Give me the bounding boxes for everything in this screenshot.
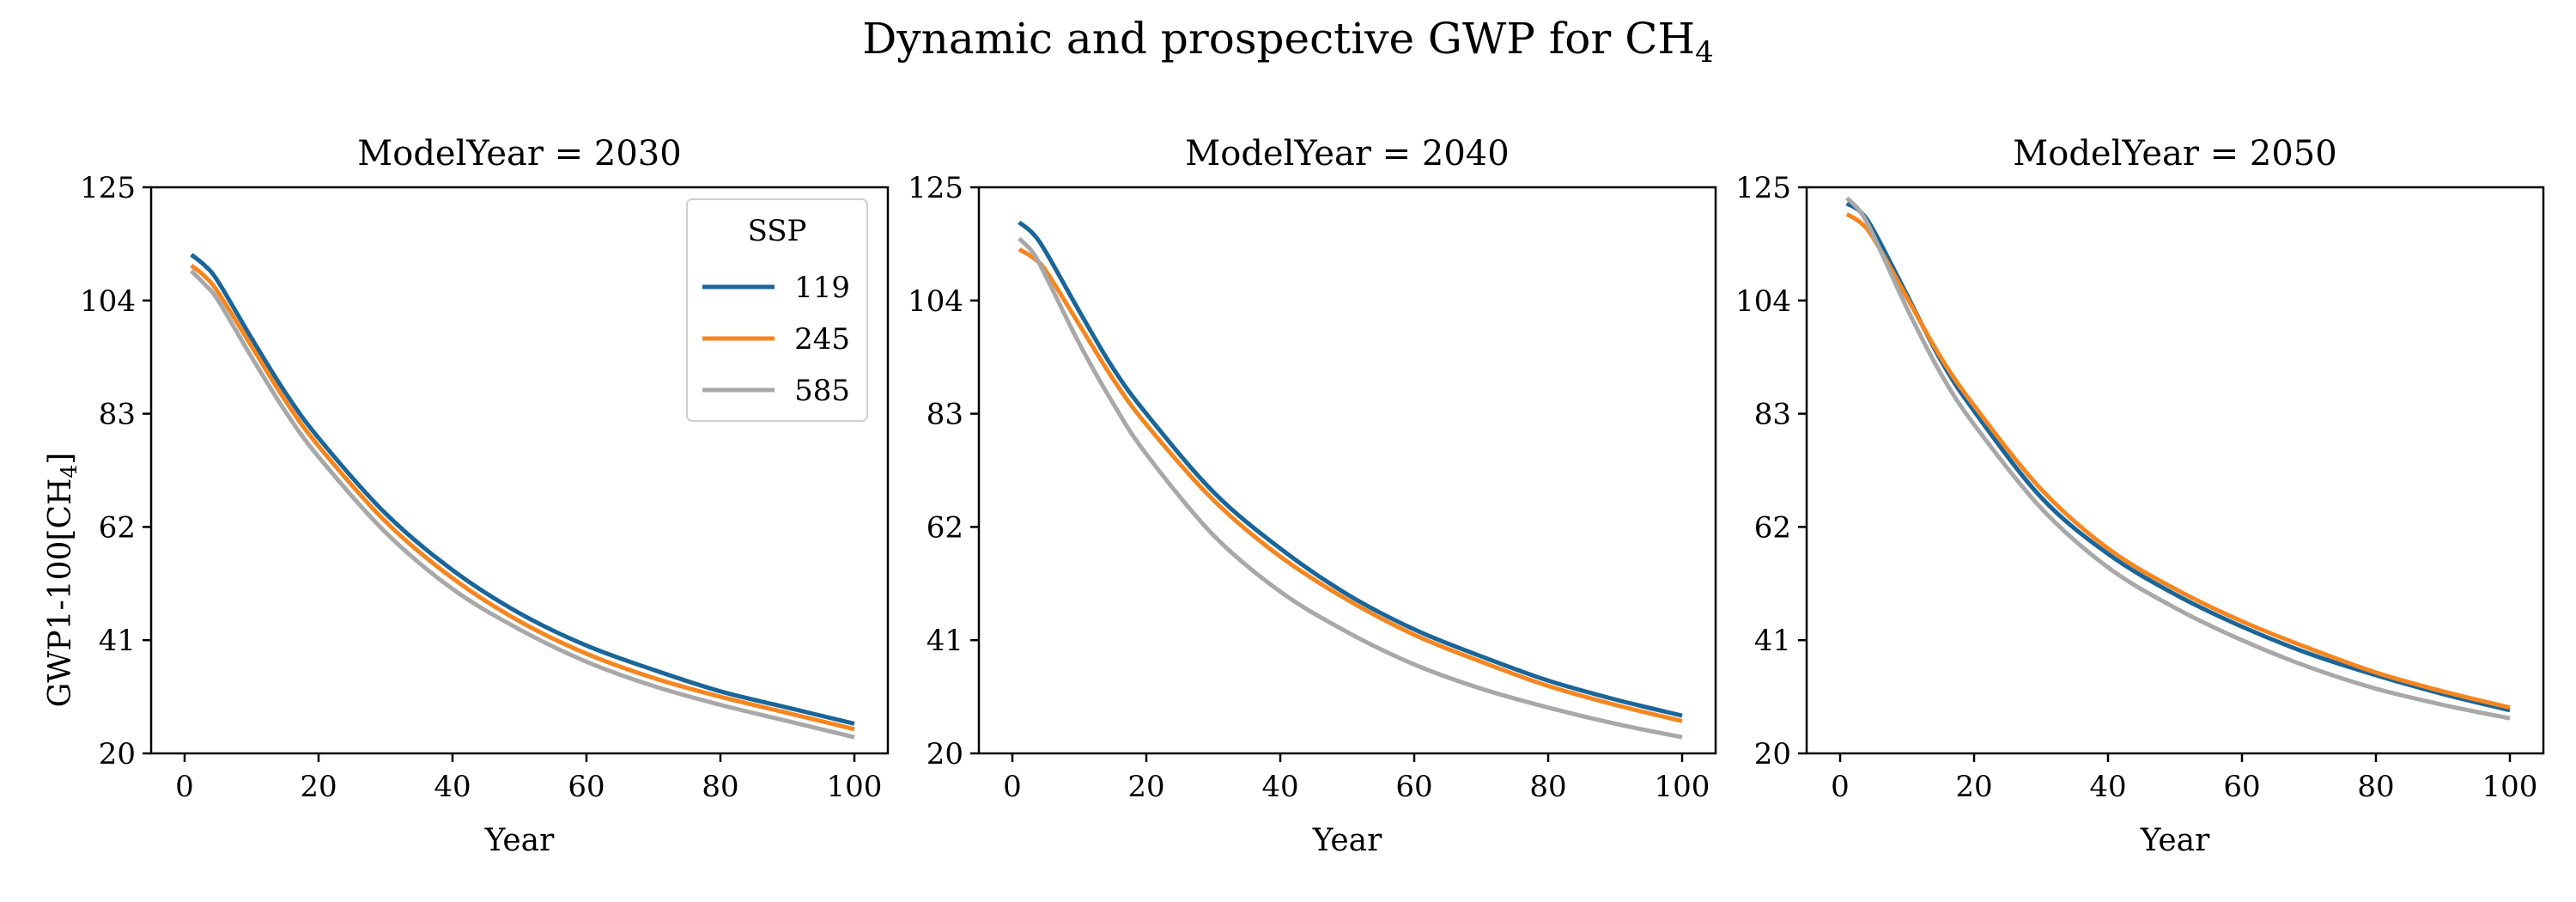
x-tick-label: 100: [1655, 770, 1710, 804]
figure-title: Dynamic and prospective GWP for CH4: [862, 14, 1713, 70]
chart-panel-3: ModelYear = 2050 0 20 40 60 80 100 20 41 62 83 104 1…: [1735, 134, 2545, 858]
x-tick-label: 100: [827, 770, 883, 804]
figure-title-main: Dynamic and prospective GWP for CH: [862, 14, 1695, 64]
x-tick-label: 80: [702, 770, 738, 804]
y-tick-label: 125: [908, 171, 963, 205]
y-tick-label: 20: [99, 737, 136, 771]
y-axis-label: GWP1-100[CH4]: [43, 453, 82, 708]
series-lines: [1845, 196, 2511, 721]
y-tick-label: 62: [99, 510, 136, 545]
legend-title: SSP: [748, 214, 807, 248]
series-lines: [1018, 220, 1683, 740]
x-tick-label: 100: [2482, 770, 2538, 804]
y-tick-label: 104: [80, 284, 136, 319]
series-lines: [190, 253, 855, 740]
y-tick-label: 41: [99, 624, 136, 658]
y-tick-label: 20: [927, 737, 963, 771]
x-tick-label: 80: [1529, 770, 1566, 804]
x-tick-label: 60: [568, 770, 605, 804]
y-tick-label: 125: [80, 171, 136, 205]
x-axis-label: Year: [484, 823, 555, 858]
x-tick-label: 80: [2357, 770, 2394, 804]
series-line-585: [190, 269, 855, 740]
y-tick-label: 83: [99, 398, 136, 432]
y-tick-label: 83: [1754, 398, 1791, 432]
panel-title: ModelYear = 2030: [357, 134, 681, 174]
legend: SSP 119 245 585: [686, 198, 868, 422]
x-tick-label: 0: [1831, 770, 1850, 804]
y-tick-label: 41: [1754, 624, 1791, 658]
x-axis-label: Year: [2140, 823, 2210, 858]
y-tick-label: 104: [908, 284, 963, 319]
series-line-119: [1018, 220, 1683, 718]
y-tick-label: 20: [1754, 737, 1791, 771]
legend-box: [686, 198, 868, 422]
x-tick-label: 40: [1261, 770, 1298, 804]
x-tick-label: 0: [1003, 770, 1022, 804]
y-tick-label: 41: [927, 624, 963, 658]
axes-frame: [149, 186, 890, 755]
panel-title: ModelYear = 2050: [2013, 134, 2336, 174]
y-tick-label: 83: [927, 398, 963, 432]
chart-panel-1: ModelYear = 2030 0 20 40 60 80 100 20 41 62 83 104 1…: [80, 134, 890, 858]
y-axis-label-main: GWP1-100[CH: [43, 478, 78, 708]
series-line-245: [190, 264, 855, 732]
series-line-585: [1845, 196, 2511, 721]
chart-panel-2: ModelYear = 2040 0 20 40 60 80 100 20 41 62 83 104 1…: [908, 134, 1717, 858]
series-line-119: [190, 253, 855, 726]
x-tick-label: 40: [2089, 770, 2126, 804]
y-tick-label: 125: [1735, 171, 1791, 205]
y-tick-label: 62: [1754, 510, 1791, 545]
y-axis-label-subscript: 4: [57, 465, 82, 478]
y-tick-label: 62: [927, 510, 963, 545]
x-tick-label: 20: [1955, 770, 1992, 804]
figure-title-subscript: 4: [1695, 35, 1714, 70]
y-axis-label-tail: ]: [43, 453, 78, 465]
x-tick-label: 20: [300, 770, 337, 804]
series-line-245: [1018, 247, 1683, 723]
series-line-119: [1845, 201, 2511, 713]
x-tick-label: 60: [1395, 770, 1432, 804]
axes-frame: [977, 186, 1717, 755]
series-line-585: [1018, 236, 1683, 740]
legend-label-585: 585: [794, 374, 850, 408]
legend-label-245: 245: [794, 322, 850, 357]
panel-title: ModelYear = 2040: [1185, 134, 1509, 174]
svg-text:GWP1-100[CH4]: GWP1-100[CH4]: [43, 453, 82, 708]
legend-label-119: 119: [794, 271, 850, 305]
axes-frame: [1805, 186, 2545, 755]
x-axis-label: Year: [1312, 823, 1382, 858]
x-tick-label: 40: [434, 770, 471, 804]
y-tick-label: 104: [1735, 284, 1791, 319]
panels: ModelYear = 2030 0 20 40 60 80 100 20 41 62 83 104 1…: [80, 134, 2545, 858]
series-line-245: [1845, 212, 2511, 710]
x-tick-label: 60: [2223, 770, 2260, 804]
x-tick-label: 0: [175, 770, 194, 804]
x-tick-label: 20: [1127, 770, 1164, 804]
